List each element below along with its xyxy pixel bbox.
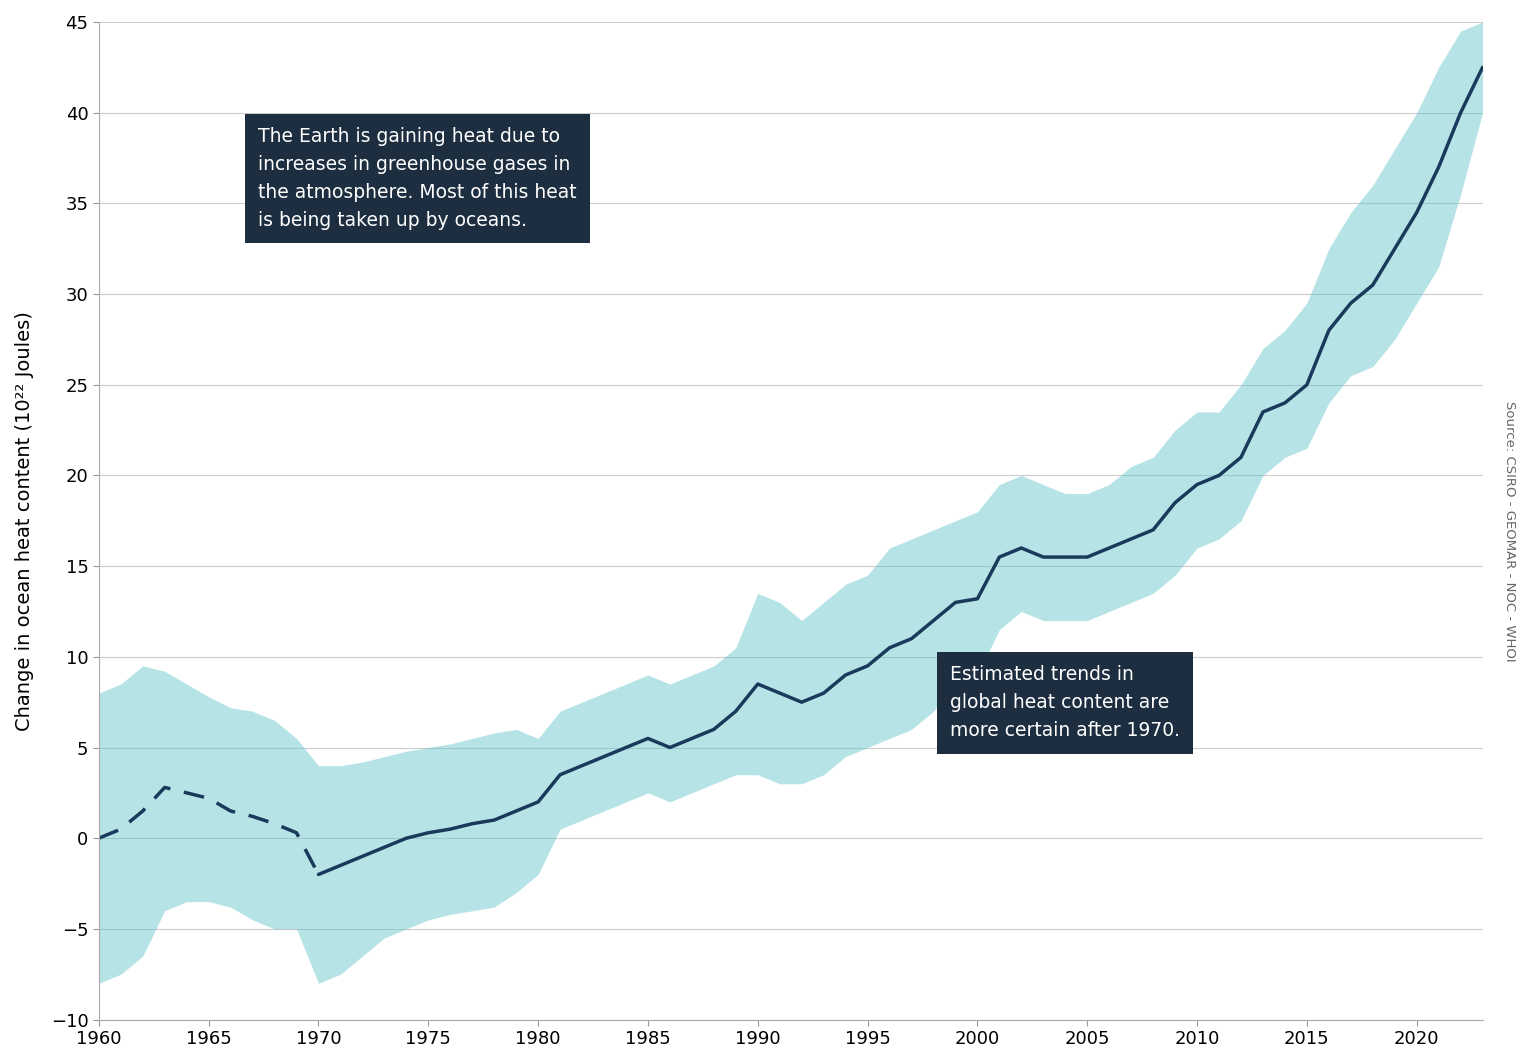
Text: The Earth is gaining heat due to
increases in greenhouse gases in
the atmosphere: The Earth is gaining heat due to increas… [258,126,576,230]
Text: Estimated trends in
global heat content are
more certain after 1970.: Estimated trends in global heat content … [949,665,1180,741]
Text: Source: CSIRO - GEOMAR - NOC - WHOI: Source: CSIRO - GEOMAR - NOC - WHOI [1504,401,1516,662]
Y-axis label: Change in ocean heat content (10²² Joules): Change in ocean heat content (10²² Joule… [15,310,34,730]
